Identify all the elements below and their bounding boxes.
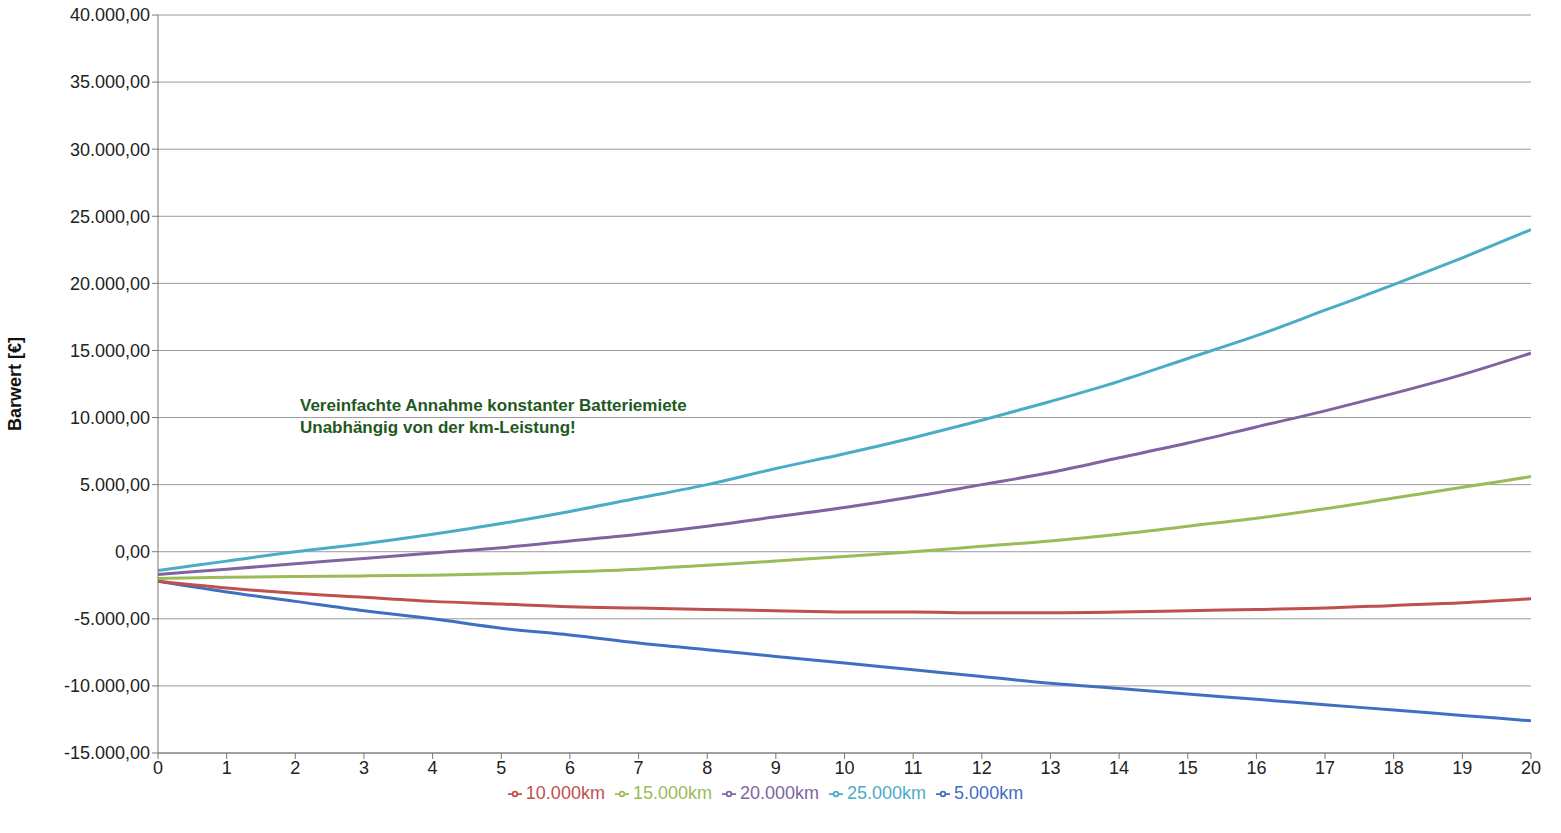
html-text:Unabhängig von der km-Leistung: Unabhängig von der km-Leistung! xyxy=(300,418,576,437)
svg-text:-5.000,00: -5.000,00 xyxy=(74,609,150,629)
svg-text:-15.000,00: -15.000,00 xyxy=(64,743,150,763)
svg-text:8: 8 xyxy=(702,758,712,778)
svg-text:20.000,00: 20.000,00 xyxy=(70,274,150,294)
svg-text:6: 6 xyxy=(565,758,575,778)
html-text:20.000km: 20.000km xyxy=(740,783,819,803)
svg-text:5: 5 xyxy=(496,758,506,778)
svg-text:15: 15 xyxy=(1178,758,1198,778)
html-text:10.000km: 10.000km xyxy=(525,783,605,803)
svg-text:7: 7 xyxy=(634,758,644,778)
svg-text:10: 10 xyxy=(834,758,854,778)
svg-text:10.000,00: 10.000,00 xyxy=(70,408,150,428)
svg-text:30.000,00: 30.000,00 xyxy=(70,140,150,160)
svg-text:0,00: 0,00 xyxy=(115,542,150,562)
svg-text:15.000,00: 15.000,00 xyxy=(70,341,150,361)
svg-text:12: 12 xyxy=(972,758,992,778)
svg-text:1: 1 xyxy=(222,758,232,778)
svg-text:-10.000,00: -10.000,00 xyxy=(64,676,150,696)
html-text:Vereinfachte Annahme konstante: Vereinfachte Annahme konstanter Batterie… xyxy=(300,396,687,415)
svg-text:20: 20 xyxy=(1521,758,1541,778)
html-text:15.000km: 15.000km xyxy=(632,783,712,803)
html-text:5.000km: 5.000km xyxy=(954,783,1024,803)
svg-text:0: 0 xyxy=(153,758,163,778)
svg-text:18: 18 xyxy=(1384,758,1404,778)
svg-text:11: 11 xyxy=(904,758,923,778)
svg-text:5.000,00: 5.000,00 xyxy=(80,475,150,495)
svg-text:17: 17 xyxy=(1315,758,1335,778)
svg-text:13: 13 xyxy=(1040,758,1060,778)
svg-text:16: 16 xyxy=(1246,758,1266,778)
svg-text:35.000,00: 35.000,00 xyxy=(70,72,150,92)
svg-text:14: 14 xyxy=(1109,758,1129,778)
svg-text:4: 4 xyxy=(428,758,438,778)
svg-text:3: 3 xyxy=(359,758,369,778)
svg-text:2: 2 xyxy=(290,758,300,778)
svg-text:25.000,00: 25.000,00 xyxy=(70,207,150,227)
svg-text:9: 9 xyxy=(771,758,781,778)
svg-text:40.000,00: 40.000,00 xyxy=(70,5,150,25)
svg-text:Barwert [€]: Barwert [€] xyxy=(5,337,25,431)
html-text:25.000km: 25.000km xyxy=(847,783,927,803)
svg-text:19: 19 xyxy=(1452,758,1472,778)
